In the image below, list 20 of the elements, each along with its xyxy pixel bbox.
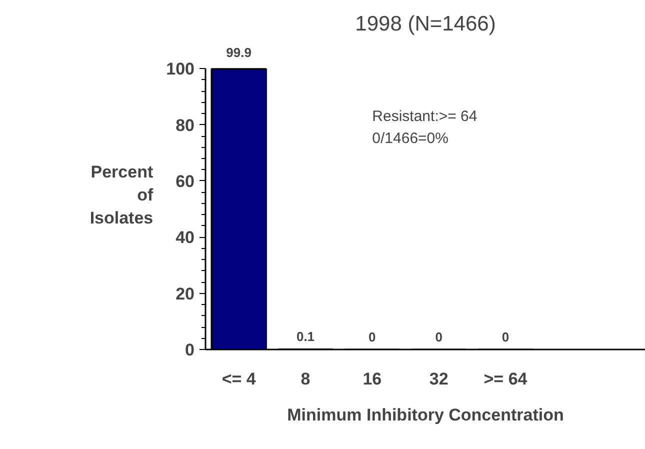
x-tick-label: 8 [300, 370, 310, 388]
y-tick-label: 40 [176, 228, 195, 248]
x-tick-label: >= 64 [484, 370, 528, 388]
y-tick-label: 80 [176, 116, 195, 135]
data-label: 0 [435, 330, 442, 344]
data-label: 0 [368, 330, 376, 344]
chart-title: 1998 (N=1466) [355, 12, 496, 36]
x-axis-title: Minimum Inhibitory Concentration [287, 406, 564, 424]
y-tick-label: 60 [176, 172, 195, 191]
y-tick-label: 20 [176, 284, 195, 304]
y-axis-title: Percent of Isolates [90, 162, 154, 228]
annotation: Resistant:>= 64 0/1466=0% [372, 108, 478, 148]
data-label: 0 [502, 330, 510, 344]
x-tick-label: <= 4 [222, 370, 256, 388]
x-tick-label: 32 [429, 370, 448, 388]
data-label: 0.1 [296, 329, 315, 344]
y-tick-label: 100 [166, 60, 195, 79]
x-tick-label: 16 [362, 370, 382, 388]
y-tick-label: 0 [185, 340, 195, 360]
data-label: 99.9 [226, 44, 252, 60]
